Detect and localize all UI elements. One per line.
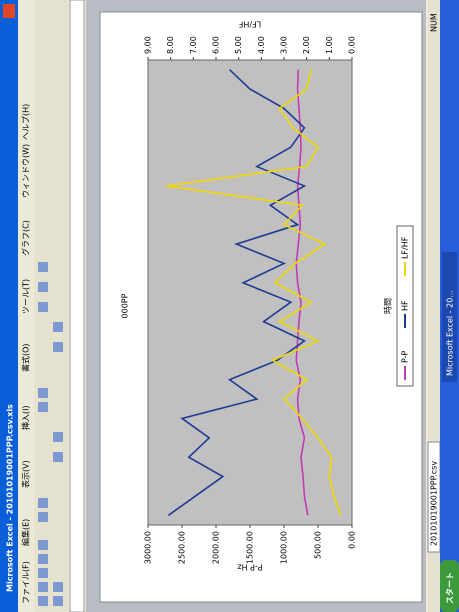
y2-tick-label: 1.00 <box>325 36 334 54</box>
y-tick-label: 500.00 <box>314 531 323 559</box>
menu-item[interactable]: 書式(O) <box>21 343 31 372</box>
y2-tick-label: 3.00 <box>280 36 289 54</box>
y-tick-label: 1000.00 <box>280 531 289 564</box>
y-axis-label: P-P Hz <box>237 563 262 572</box>
x-axis-label: 時間 <box>384 298 393 314</box>
start-button[interactable] <box>440 560 459 612</box>
y-tick-label: 2000.00 <box>212 531 221 564</box>
series-line <box>166 69 342 516</box>
task-label[interactable]: Microsoft Excel - 20... <box>446 290 455 376</box>
formula-bar[interactable] <box>69 0 85 612</box>
close-button[interactable] <box>3 4 15 18</box>
menu-item[interactable]: ツール(T) <box>22 279 31 314</box>
y2-tick-label: 0.00 <box>348 36 357 54</box>
y2-tick-label: 5.00 <box>234 36 243 54</box>
menu-item[interactable]: グラフ(C) <box>21 220 31 256</box>
menu-item[interactable]: 挿入(I) <box>21 405 31 430</box>
window-title: Microsoft Excel - 20101019001PPP.csv.xls <box>6 404 15 592</box>
y2-tick-label: 9.00 <box>144 36 153 54</box>
y-tick-label: 2500.00 <box>178 531 187 564</box>
toolbar-icons <box>38 262 63 606</box>
y2-axis-label: LF/HF <box>238 20 261 29</box>
y2-tick-label: 6.00 <box>212 36 221 54</box>
title-bar <box>0 0 18 612</box>
legend-label: HF <box>401 300 410 311</box>
y2-tick-label: 7.00 <box>189 36 198 54</box>
series-line <box>167 69 307 516</box>
status-num: NUM <box>430 13 439 32</box>
chart-title: 000PP <box>121 293 130 318</box>
start-label[interactable]: スタート <box>445 572 455 604</box>
y-tick-label: 3000.00 <box>144 531 153 564</box>
y-tick-label: 0.00 <box>348 531 357 549</box>
series-line <box>295 69 309 516</box>
menu-item[interactable]: ヘルプ(H) <box>22 104 31 140</box>
legend-box <box>396 225 414 387</box>
y2-tick-label: 4.00 <box>257 36 266 54</box>
y2-tick-label: 8.00 <box>166 36 175 54</box>
legend-label: P-P <box>401 350 410 363</box>
menu-item[interactable]: ファイル(F) <box>22 561 31 604</box>
menu-item[interactable]: 表示(V) <box>21 460 31 488</box>
sheet-tab-label[interactable]: 20101019001PPP.csv <box>430 461 439 546</box>
menu-item[interactable]: 編集(E) <box>21 519 31 546</box>
y2-tick-label: 2.00 <box>302 36 311 54</box>
y-tick-label: 1500.00 <box>246 531 255 564</box>
menu-item[interactable]: ウィンドウ(W) <box>22 144 31 198</box>
task-button[interactable] <box>442 252 457 382</box>
legend-label: LF/HF <box>401 236 410 259</box>
plot-area <box>147 59 353 526</box>
